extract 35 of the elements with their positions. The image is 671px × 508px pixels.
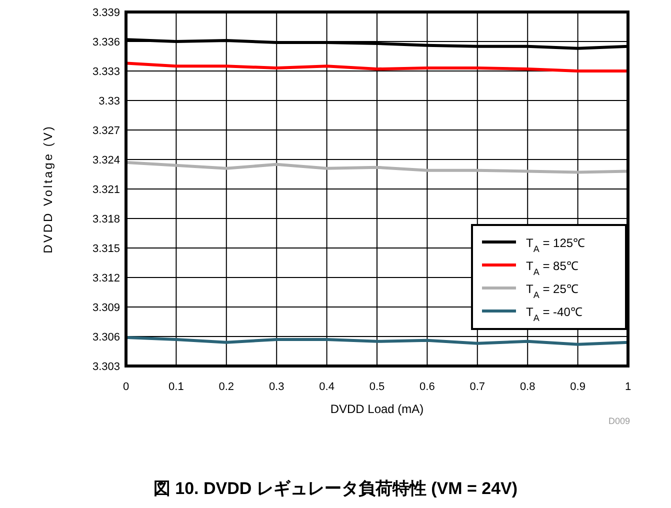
y-tick-label: 3.309: [92, 302, 120, 314]
x-tick-label: 1: [624, 381, 632, 393]
y-tick-label: 3.315: [92, 243, 120, 255]
line-series: [124, 62, 630, 72]
line-series: [124, 336, 630, 346]
x-tick-label: 0.4: [319, 381, 334, 393]
x-axis-title: DVDD Load (mA): [330, 402, 424, 416]
y-tick-label: 3.306: [92, 332, 120, 344]
text: 図 10. DVDD レギュレータ負荷特性 (VM = 24V): [153, 479, 518, 498]
y-tick-label: 3.312: [92, 272, 120, 284]
x-tick-label: 0.6: [420, 381, 435, 393]
y-tick-label: 3.303: [92, 361, 120, 373]
line-series: [124, 160, 630, 174]
y-tick-label: 3.324: [92, 154, 120, 166]
y-tick-label: 3.336: [92, 36, 120, 48]
x-tick-label: 0.2: [218, 381, 234, 393]
x-tick-label: 0.5: [369, 381, 385, 393]
x-tick-label: 0.3: [268, 381, 284, 393]
y-tick-label: 3.318: [92, 214, 120, 226]
x-tick-label: 0: [122, 381, 130, 393]
legend-label: T$_{A}$ = 85℃: [526, 259, 578, 277]
x-tick-label: 0.7: [470, 381, 486, 393]
legend-label: T$_{A}$ = 25℃: [526, 282, 578, 300]
y-tick-label: 3.339: [92, 7, 120, 19]
y-axis-title: DVDD Voltage (V): [41, 124, 55, 254]
legend-label: T$_{A}$ = -40℃: [526, 305, 582, 323]
legend-label: T$_{A}$ = 125℃: [526, 236, 586, 254]
y-tick-label: 3.33: [98, 96, 120, 108]
y-tick-label: 3.321: [92, 184, 120, 196]
text: D009: [608, 416, 630, 426]
x-tick-label: 0.8: [520, 381, 536, 393]
x-tick-label: 0.9: [570, 381, 586, 393]
y-tick-label: 3.327: [92, 125, 120, 137]
y-tick-label: 3.333: [92, 66, 120, 78]
x-tick-label: 0.1: [168, 381, 184, 393]
